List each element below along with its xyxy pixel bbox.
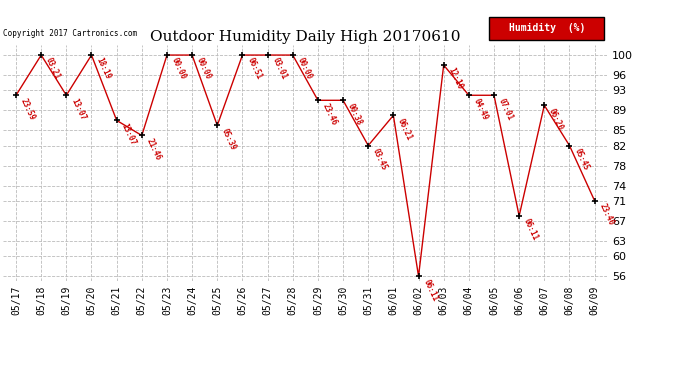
Text: 12:10: 12:10 <box>446 66 464 91</box>
Text: Humidity  (%): Humidity (%) <box>509 24 585 33</box>
Text: 00:00: 00:00 <box>295 57 313 81</box>
Text: 06:51: 06:51 <box>245 57 263 81</box>
Title: Outdoor Humidity Daily High 20170610: Outdoor Humidity Daily High 20170610 <box>150 30 461 44</box>
Text: 18:19: 18:19 <box>95 57 112 81</box>
Text: 06:11: 06:11 <box>422 278 440 302</box>
Text: 13:07: 13:07 <box>119 122 137 147</box>
Text: 23:46: 23:46 <box>321 102 339 126</box>
Text: 23:40: 23:40 <box>598 202 615 227</box>
Text: Copyright 2017 Cartronics.com: Copyright 2017 Cartronics.com <box>3 29 137 38</box>
Text: 00:00: 00:00 <box>170 57 188 81</box>
Text: 23:59: 23:59 <box>19 97 37 122</box>
Text: 05:45: 05:45 <box>572 147 590 172</box>
Text: 03:01: 03:01 <box>270 57 288 81</box>
Text: 06:21: 06:21 <box>396 117 414 141</box>
FancyBboxPatch shape <box>489 16 604 40</box>
Text: 13:07: 13:07 <box>69 97 87 122</box>
Text: 03:21: 03:21 <box>44 57 62 81</box>
Text: 03:45: 03:45 <box>371 147 389 172</box>
Text: 05:39: 05:39 <box>220 127 238 152</box>
Text: 00:38: 00:38 <box>346 102 364 126</box>
Text: 04:49: 04:49 <box>472 97 489 122</box>
Text: 00:00: 00:00 <box>195 57 213 81</box>
Text: 06:11: 06:11 <box>522 217 540 242</box>
Text: 07:01: 07:01 <box>497 97 515 122</box>
Text: 06:20: 06:20 <box>547 107 565 132</box>
Text: 21:46: 21:46 <box>145 137 163 162</box>
